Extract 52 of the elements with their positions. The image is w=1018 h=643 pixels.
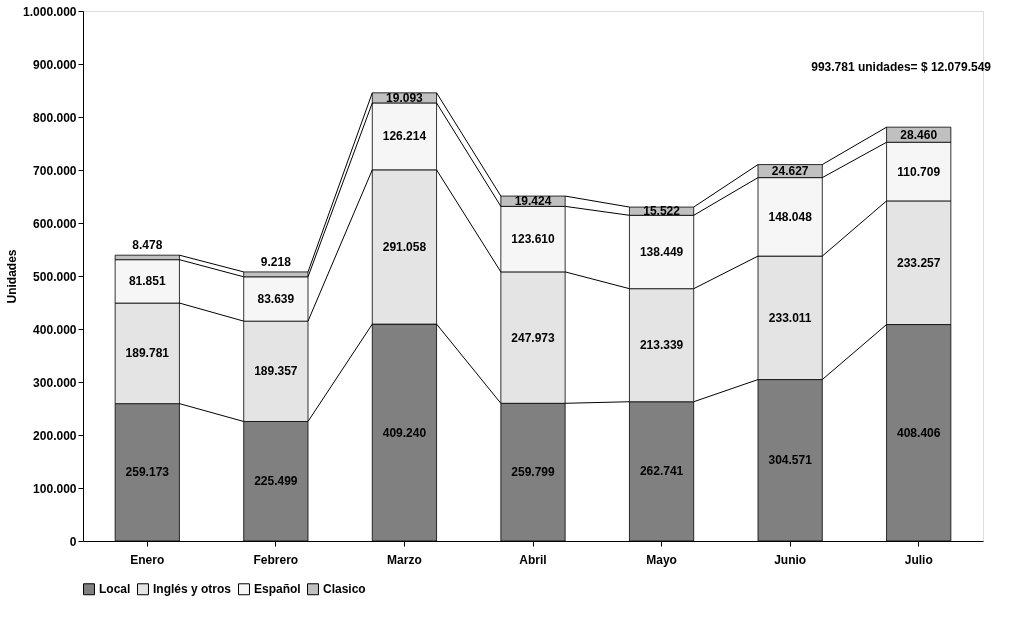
data-label: 262.741 bbox=[639, 464, 684, 479]
x-tick-label: Abril bbox=[519, 552, 547, 567]
y-tick-label: 600.000 bbox=[33, 216, 77, 231]
data-label: 81.851 bbox=[128, 274, 166, 289]
x-tick-label: Junio bbox=[774, 552, 807, 567]
y-tick-label: 400.000 bbox=[33, 322, 77, 337]
x-tick-label: Febrero bbox=[253, 552, 299, 567]
data-label: 123.610 bbox=[511, 232, 556, 247]
legend-label: Clasico bbox=[323, 582, 366, 597]
data-label: 110.709 bbox=[897, 164, 941, 179]
y-tick-label: 300.000 bbox=[33, 375, 77, 390]
data-label: 148.048 bbox=[768, 209, 813, 224]
data-label: 291.058 bbox=[382, 239, 427, 254]
y-tick-label: 500.000 bbox=[33, 269, 77, 284]
legend-label: Inglés y otros bbox=[153, 582, 232, 597]
y-tick-label: 700.000 bbox=[33, 163, 77, 178]
x-tick-label: Mayo bbox=[646, 552, 677, 567]
y-tick-label: 0 bbox=[69, 534, 77, 549]
data-label: 83.639 bbox=[257, 291, 295, 306]
y-tick-label: 100.000 bbox=[33, 481, 77, 496]
x-tick-label: Julio bbox=[904, 552, 933, 567]
data-label: 225.499 bbox=[254, 474, 298, 489]
data-label: 189.357 bbox=[254, 364, 298, 379]
data-label: 233.257 bbox=[897, 255, 941, 270]
x-tick-label: Enero bbox=[130, 552, 165, 567]
data-label: 259.173 bbox=[125, 465, 170, 480]
data-label: 19.424 bbox=[514, 194, 552, 209]
legend-label: Local bbox=[99, 582, 131, 597]
data-label: 409.240 bbox=[382, 425, 427, 440]
y-axis-title: Unidades bbox=[5, 249, 20, 304]
data-label: 28.460 bbox=[900, 127, 938, 142]
data-label: 9.218 bbox=[260, 254, 292, 269]
data-label: 247.973 bbox=[511, 330, 556, 345]
legend-label: Español bbox=[254, 582, 301, 597]
data-label: 408.406 bbox=[897, 425, 941, 440]
data-label: 304.571 bbox=[768, 453, 813, 468]
data-label: 138.449 bbox=[639, 244, 684, 259]
data-label: 24.627 bbox=[771, 164, 809, 179]
data-label: 213.339 bbox=[639, 338, 684, 353]
data-label: 8.478 bbox=[132, 238, 163, 253]
y-tick-label: 1.000.000 bbox=[23, 4, 77, 19]
data-label: 259.799 bbox=[511, 465, 556, 480]
data-label: 233.011 bbox=[768, 310, 812, 325]
y-tick-label: 900.000 bbox=[33, 57, 77, 72]
data-label: 19.093 bbox=[386, 90, 424, 105]
data-label: 126.214 bbox=[382, 129, 427, 144]
y-tick-label: 200.000 bbox=[33, 428, 77, 443]
y-tick-label: 800.000 bbox=[33, 110, 77, 125]
annotation: 993.781 unidades= $ 12.079.549 bbox=[811, 59, 992, 74]
data-label: 15.522 bbox=[643, 204, 681, 219]
x-tick-label: Marzo bbox=[387, 552, 422, 567]
data-label: 189.781 bbox=[125, 346, 170, 361]
